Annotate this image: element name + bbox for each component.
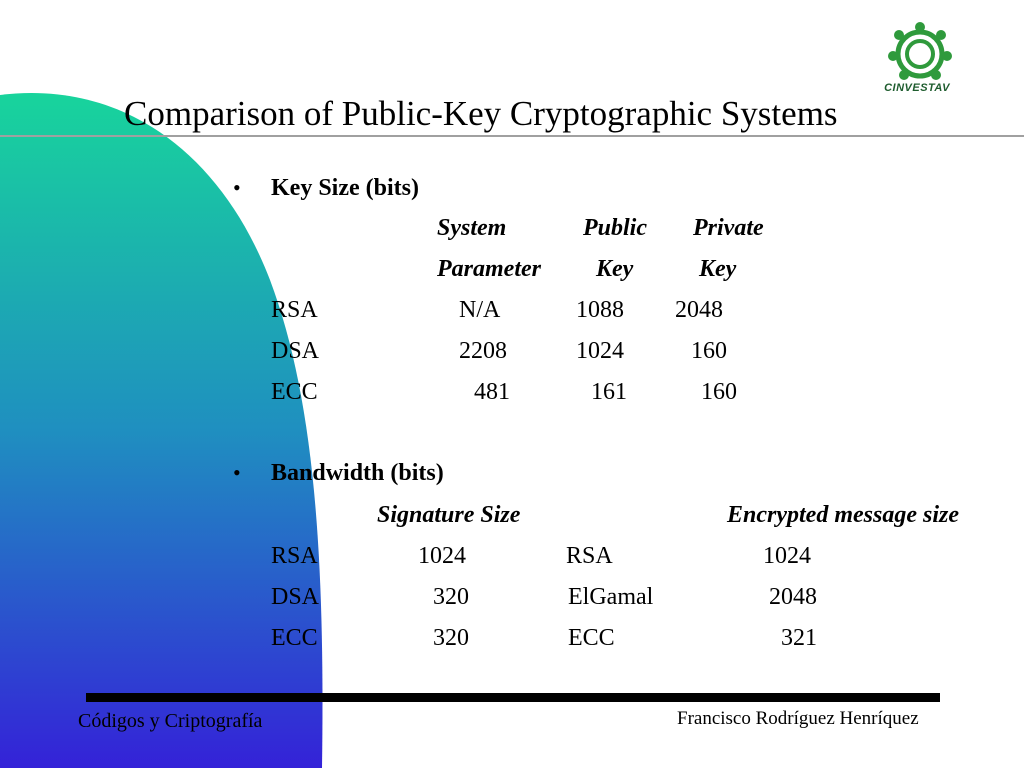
sig-value: 320 (433, 584, 469, 610)
footer-left-text: Códigos y Criptografía (78, 710, 263, 732)
title-divider (0, 135, 1024, 137)
row-name: DSA (271, 338, 320, 364)
row-name: ECC (271, 379, 318, 405)
col-header-system-2: Parameter (437, 256, 541, 282)
footer-right-text: Francisco Rodríguez Henríquez (677, 708, 919, 729)
row-private-value: 160 (701, 379, 737, 405)
col-header-system: System (437, 215, 507, 241)
col-header-private: Private (693, 215, 764, 241)
sig-name: DSA (271, 584, 320, 610)
col-header-encrypted: Encrypted message size (727, 502, 959, 528)
row-public-value: 1024 (576, 338, 624, 364)
sig-value: 320 (433, 625, 469, 651)
key-size-heading: Key Size (bits) (271, 175, 419, 201)
bullet-icon: • (233, 175, 241, 200)
col-header-public-2: Key (596, 256, 634, 282)
row-private-value: 2048 (675, 297, 723, 323)
slide-title: Comparison of Public-Key Cryptographic S… (124, 94, 838, 133)
sig-value: 1024 (418, 543, 466, 569)
row-name: RSA (271, 297, 318, 323)
bullet-icon: • (233, 460, 241, 485)
row-system-value: N/A (459, 297, 501, 323)
bandwidth-heading: Bandwidth (bits) (271, 460, 444, 486)
row-system-value: 2208 (459, 338, 507, 364)
enc-name: RSA (566, 543, 613, 569)
row-public-value: 161 (591, 379, 627, 405)
footer-divider (86, 693, 940, 702)
logo-text: CINVESTAV (884, 82, 950, 94)
col-header-signature: Signature Size (377, 502, 521, 528)
col-header-public: Public (583, 215, 647, 241)
row-private-value: 160 (691, 338, 727, 364)
cinvestav-logo (888, 22, 952, 80)
sig-name: ECC (271, 625, 318, 651)
enc-name: ECC (568, 625, 615, 651)
row-system-value: 481 (474, 379, 510, 405)
enc-value: 1024 (763, 543, 811, 569)
enc-value: 321 (781, 625, 817, 651)
sig-name: RSA (271, 543, 318, 569)
enc-name: ElGamal (568, 584, 654, 610)
col-header-private-2: Key (699, 256, 737, 282)
enc-value: 2048 (769, 584, 817, 610)
row-public-value: 1088 (576, 297, 624, 323)
